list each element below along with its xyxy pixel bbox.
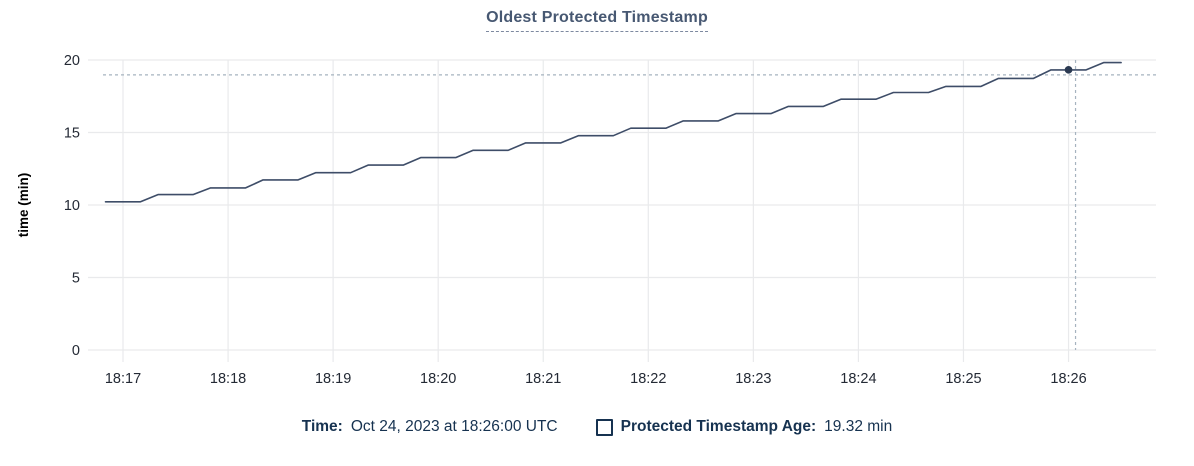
chart-plot-area[interactable] [100,60,1156,350]
y-tick-label: 5 [72,271,80,287]
x-tick-label: 18:23 [735,371,771,387]
x-tick-label: 18:19 [315,371,351,387]
y-tick-label: 0 [72,343,80,359]
series-label[interactable]: Protected Timestamp Age: [620,418,817,435]
series-value: 19.32 min [824,418,893,435]
y-tick-label: 15 [64,126,80,142]
y-tick-label: 20 [64,53,80,69]
chart-header: Oldest Protected Timestamp [0,9,1194,32]
x-tick-label: 18:24 [840,371,876,387]
series-line [104,61,1122,203]
timeseries-chart: 0 5 10 15 20 18:17 18:18 18:19 18:20 18:21 18:22 18… [16,53,1156,387]
page-title[interactable]: Oldest Protected Timestamp [486,9,708,32]
time-value: Oct 24, 2023 at 18:26:00 UTC [350,418,558,435]
x-tick-label: 18:26 [1050,371,1086,387]
x-tick-label: 18:25 [945,371,981,387]
time-label: Time: [301,418,343,435]
hover-time-readout: Time: Oct 24, 2023 at 18:26:00 UTC [302,418,558,436]
x-tick-label: 18:20 [420,371,456,387]
chart-footer-legend: Time: Oct 24, 2023 at 18:26:00 UTC Prote… [0,418,1194,436]
x-tick-label: 18:21 [525,371,561,387]
y-axis-label: time (min) [16,173,31,238]
x-tick-label: 18:22 [630,371,666,387]
legend-item[interactable]: Protected Timestamp Age: 19.32 min [595,418,893,436]
legend-checkbox[interactable] [595,418,613,436]
hover-dot [1064,66,1073,74]
y-tick-label: 10 [64,198,80,214]
x-tick-label: 18:17 [105,371,141,387]
x-tick-label: 18:18 [210,371,246,387]
